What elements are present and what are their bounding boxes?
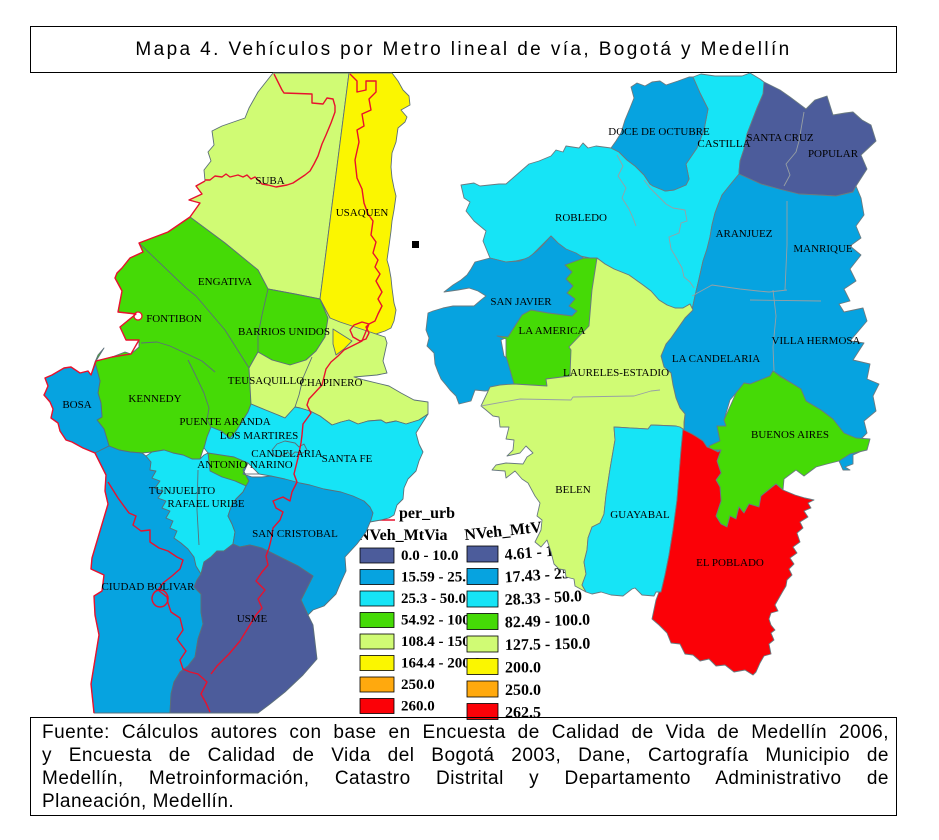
svg-text:0.0 - 10.0: 0.0 - 10.0 — [401, 548, 459, 564]
svg-text:ANTONIO NARINO: ANTONIO NARINO — [197, 459, 292, 471]
svg-text:NVeh_MtVia: NVeh_MtVia — [358, 527, 447, 544]
svg-text:CIUDAD BOLIVAR: CIUDAD BOLIVAR — [102, 581, 196, 593]
svg-text:MANRIQUE: MANRIQUE — [793, 243, 853, 255]
svg-text:BARRIOS UNIDOS: BARRIOS UNIDOS — [238, 326, 330, 338]
svg-text:TUNJUELITO: TUNJUELITO — [149, 485, 215, 497]
svg-text:BELEN: BELEN — [555, 484, 590, 496]
svg-text:SAN CRISTOBAL: SAN CRISTOBAL — [252, 528, 338, 540]
svg-text:KENNEDY: KENNEDY — [128, 393, 181, 405]
svg-text:CASTILLA: CASTILLA — [697, 138, 750, 150]
svg-text:GUAYABAL: GUAYABAL — [610, 509, 670, 521]
svg-text:BOSA: BOSA — [62, 399, 91, 411]
svg-text:164.4 - 200.0: 164.4 - 200.0 — [401, 656, 481, 672]
svg-text:108.4 - 150.0: 108.4 - 150.0 — [401, 634, 481, 650]
svg-text:SANTA CRUZ: SANTA CRUZ — [746, 132, 814, 144]
svg-text:SAN JAVIER: SAN JAVIER — [490, 296, 552, 308]
svg-text:BUENOS AIRES: BUENOS AIRES — [751, 429, 829, 441]
svg-text:LOS MARTIRES: LOS MARTIRES — [220, 430, 299, 442]
svg-text:250.0: 250.0 — [401, 677, 435, 693]
svg-text:USME: USME — [237, 613, 268, 625]
svg-text:15.59 - 25.0: 15.59 - 25.0 — [401, 570, 474, 586]
svg-text:EL POBLADO: EL POBLADO — [696, 557, 764, 569]
svg-text:260.0: 260.0 — [401, 699, 435, 715]
svg-text:25.3 - 50.0: 25.3 - 50.0 — [401, 591, 466, 607]
svg-text:200.0: 200.0 — [505, 660, 541, 677]
svg-text:USAQUEN: USAQUEN — [336, 207, 389, 219]
svg-text:POPULAR: POPULAR — [808, 148, 859, 160]
svg-text:DOCE DE OCTUBRE: DOCE DE OCTUBRE — [608, 126, 710, 138]
svg-text:CHAPINERO: CHAPINERO — [300, 377, 363, 389]
svg-text:LA AMERICA: LA AMERICA — [519, 325, 586, 337]
svg-text:250.0: 250.0 — [505, 682, 541, 699]
svg-text:RAFAEL URIBE: RAFAEL URIBE — [167, 498, 245, 510]
svg-text:SANTA FE: SANTA FE — [322, 453, 373, 465]
svg-text:LA CANDELARIA: LA CANDELARIA — [672, 353, 760, 365]
svg-text:ROBLEDO: ROBLEDO — [555, 212, 607, 224]
svg-text:ENGATIVA: ENGATIVA — [198, 276, 252, 288]
svg-text:VILLA HERMOSA: VILLA HERMOSA — [772, 335, 861, 347]
svg-text:TEUSAQUILLO: TEUSAQUILLO — [228, 375, 304, 387]
svg-text:CANDELARIA: CANDELARIA — [251, 448, 323, 460]
svg-text:per_urb: per_urb — [399, 505, 455, 522]
svg-text:127.5 - 150.0: 127.5 - 150.0 — [505, 636, 591, 654]
svg-text:28.33 - 50.0: 28.33 - 50.0 — [504, 588, 582, 609]
svg-text:PUENTE ARANDA: PUENTE ARANDA — [179, 416, 270, 428]
svg-text:LAURELES-ESTADIO: LAURELES-ESTADIO — [563, 367, 669, 379]
svg-text:54.92 - 100.0: 54.92 - 100.0 — [401, 613, 481, 629]
svg-text:FONTIBON: FONTIBON — [146, 313, 202, 325]
svg-text:ARANJUEZ: ARANJUEZ — [716, 228, 773, 240]
svg-text:SUBA: SUBA — [255, 175, 284, 187]
svg-text:82.49 - 100.0: 82.49 - 100.0 — [505, 612, 591, 632]
